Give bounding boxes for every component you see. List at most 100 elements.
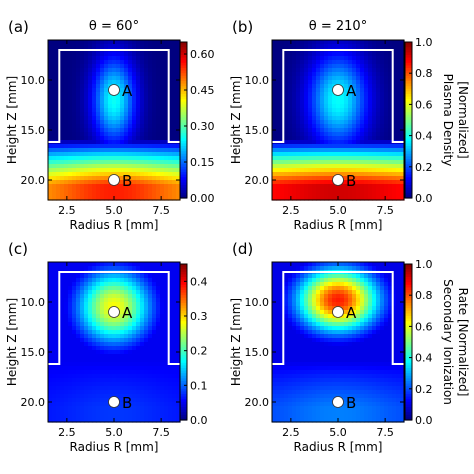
heatmap-cell — [88, 40, 93, 45]
heatmap-cell — [104, 84, 109, 89]
heatmap-cell — [112, 100, 117, 105]
heatmap-cell — [160, 338, 165, 343]
heatmap-cell — [152, 338, 157, 343]
heatmap-cell — [296, 322, 301, 327]
heatmap-cell — [392, 148, 397, 153]
heatmap-cell — [352, 120, 357, 125]
heatmap-cell — [356, 192, 361, 197]
heatmap-cell — [120, 80, 125, 85]
heatmap-cell — [156, 196, 161, 201]
heatmap-cell — [52, 92, 57, 97]
heatmap-cell — [120, 326, 125, 331]
heatmap-cell — [320, 382, 325, 387]
heatmap-cell — [304, 274, 309, 279]
heatmap-cell — [320, 104, 325, 109]
heatmap-cell — [396, 60, 401, 65]
heatmap-cell — [88, 156, 93, 161]
heatmap-cell — [308, 160, 313, 165]
heatmap-cell — [312, 72, 317, 77]
heatmap-cell — [132, 144, 137, 149]
colorbar-segment — [405, 133, 412, 137]
heatmap-cell — [108, 72, 113, 77]
heatmap-cell — [372, 52, 377, 57]
heatmap-cell — [284, 286, 289, 291]
heatmap-cell — [164, 168, 169, 173]
heatmap-cell — [288, 164, 293, 169]
heatmap-cell — [88, 326, 93, 331]
heatmap-cell — [164, 310, 169, 315]
heatmap-cell — [140, 390, 145, 395]
heatmap-cell — [100, 350, 105, 355]
heatmap-cell — [348, 168, 353, 173]
heatmap-cell — [164, 266, 169, 271]
heatmap-cell — [108, 362, 113, 367]
heatmap-cell — [328, 124, 333, 129]
heatmap-cell — [132, 318, 137, 323]
heatmap-cell — [52, 286, 57, 291]
heatmap-cell — [84, 366, 89, 371]
heatmap-cell — [156, 124, 161, 129]
heatmap-cell — [164, 192, 169, 197]
heatmap-cell — [388, 108, 393, 113]
heatmap-cell — [172, 306, 177, 311]
heatmap-cell — [132, 306, 137, 311]
heatmap-cell — [304, 306, 309, 311]
heatmap-cell — [48, 48, 53, 53]
heatmap-cell — [124, 286, 129, 291]
colorbar-segment — [180, 349, 187, 353]
heatmap-cell — [72, 188, 77, 193]
heatmap-cell — [140, 406, 145, 411]
heatmap-cell — [52, 346, 57, 351]
heatmap-cell — [176, 282, 181, 287]
heatmap-cell — [132, 52, 137, 57]
heatmap-cell — [128, 338, 133, 343]
heatmap-cell — [292, 196, 297, 201]
heatmap-cell — [80, 374, 85, 379]
heatmap-cell — [316, 100, 321, 105]
heatmap-cell — [140, 334, 145, 339]
heatmap-cell — [284, 92, 289, 97]
heatmap-cell — [348, 120, 353, 125]
heatmap-cell — [304, 382, 309, 387]
heatmap-cell — [80, 128, 85, 133]
heatmap-cell — [96, 334, 101, 339]
heatmap-cell — [296, 278, 301, 283]
heatmap-cell — [104, 310, 109, 315]
heatmap-cell — [112, 160, 117, 165]
heatmap-cell — [68, 116, 73, 121]
heatmap-cell — [272, 80, 277, 85]
heatmap-cell — [156, 406, 161, 411]
heatmap-cell — [296, 104, 301, 109]
heatmap-cell — [316, 64, 321, 69]
heatmap-cell — [104, 116, 109, 121]
heatmap-cell — [300, 156, 305, 161]
heatmap-cell — [164, 338, 169, 343]
heatmap-cell — [140, 104, 145, 109]
heatmap-cell — [152, 168, 157, 173]
heatmap-cell — [288, 124, 293, 129]
heatmap-cell — [128, 140, 133, 145]
heatmap-cell — [132, 346, 137, 351]
heatmap-cell — [72, 278, 77, 283]
heatmap-cell — [120, 414, 125, 419]
heatmap-cell — [288, 112, 293, 117]
heatmap-cell — [92, 152, 97, 157]
heatmap-cell — [152, 410, 157, 415]
heatmap-cell — [384, 52, 389, 57]
heatmap-cell — [300, 358, 305, 363]
heatmap-cell — [56, 172, 61, 177]
heatmap-cell — [88, 406, 93, 411]
heatmap-cell — [144, 104, 149, 109]
heatmap-cell — [76, 100, 81, 105]
heatmap-cell — [100, 120, 105, 125]
colorbar-segment — [180, 166, 187, 170]
heatmap-cell — [68, 386, 73, 391]
heatmap-cell — [160, 410, 165, 415]
heatmap-cell — [72, 374, 77, 379]
heatmap-cell — [64, 402, 69, 407]
heatmap-cell — [144, 298, 149, 303]
heatmap-cell — [124, 40, 129, 45]
heatmap-cell — [104, 366, 109, 371]
heatmap-cell — [352, 164, 357, 169]
heatmap-cell — [176, 298, 181, 303]
